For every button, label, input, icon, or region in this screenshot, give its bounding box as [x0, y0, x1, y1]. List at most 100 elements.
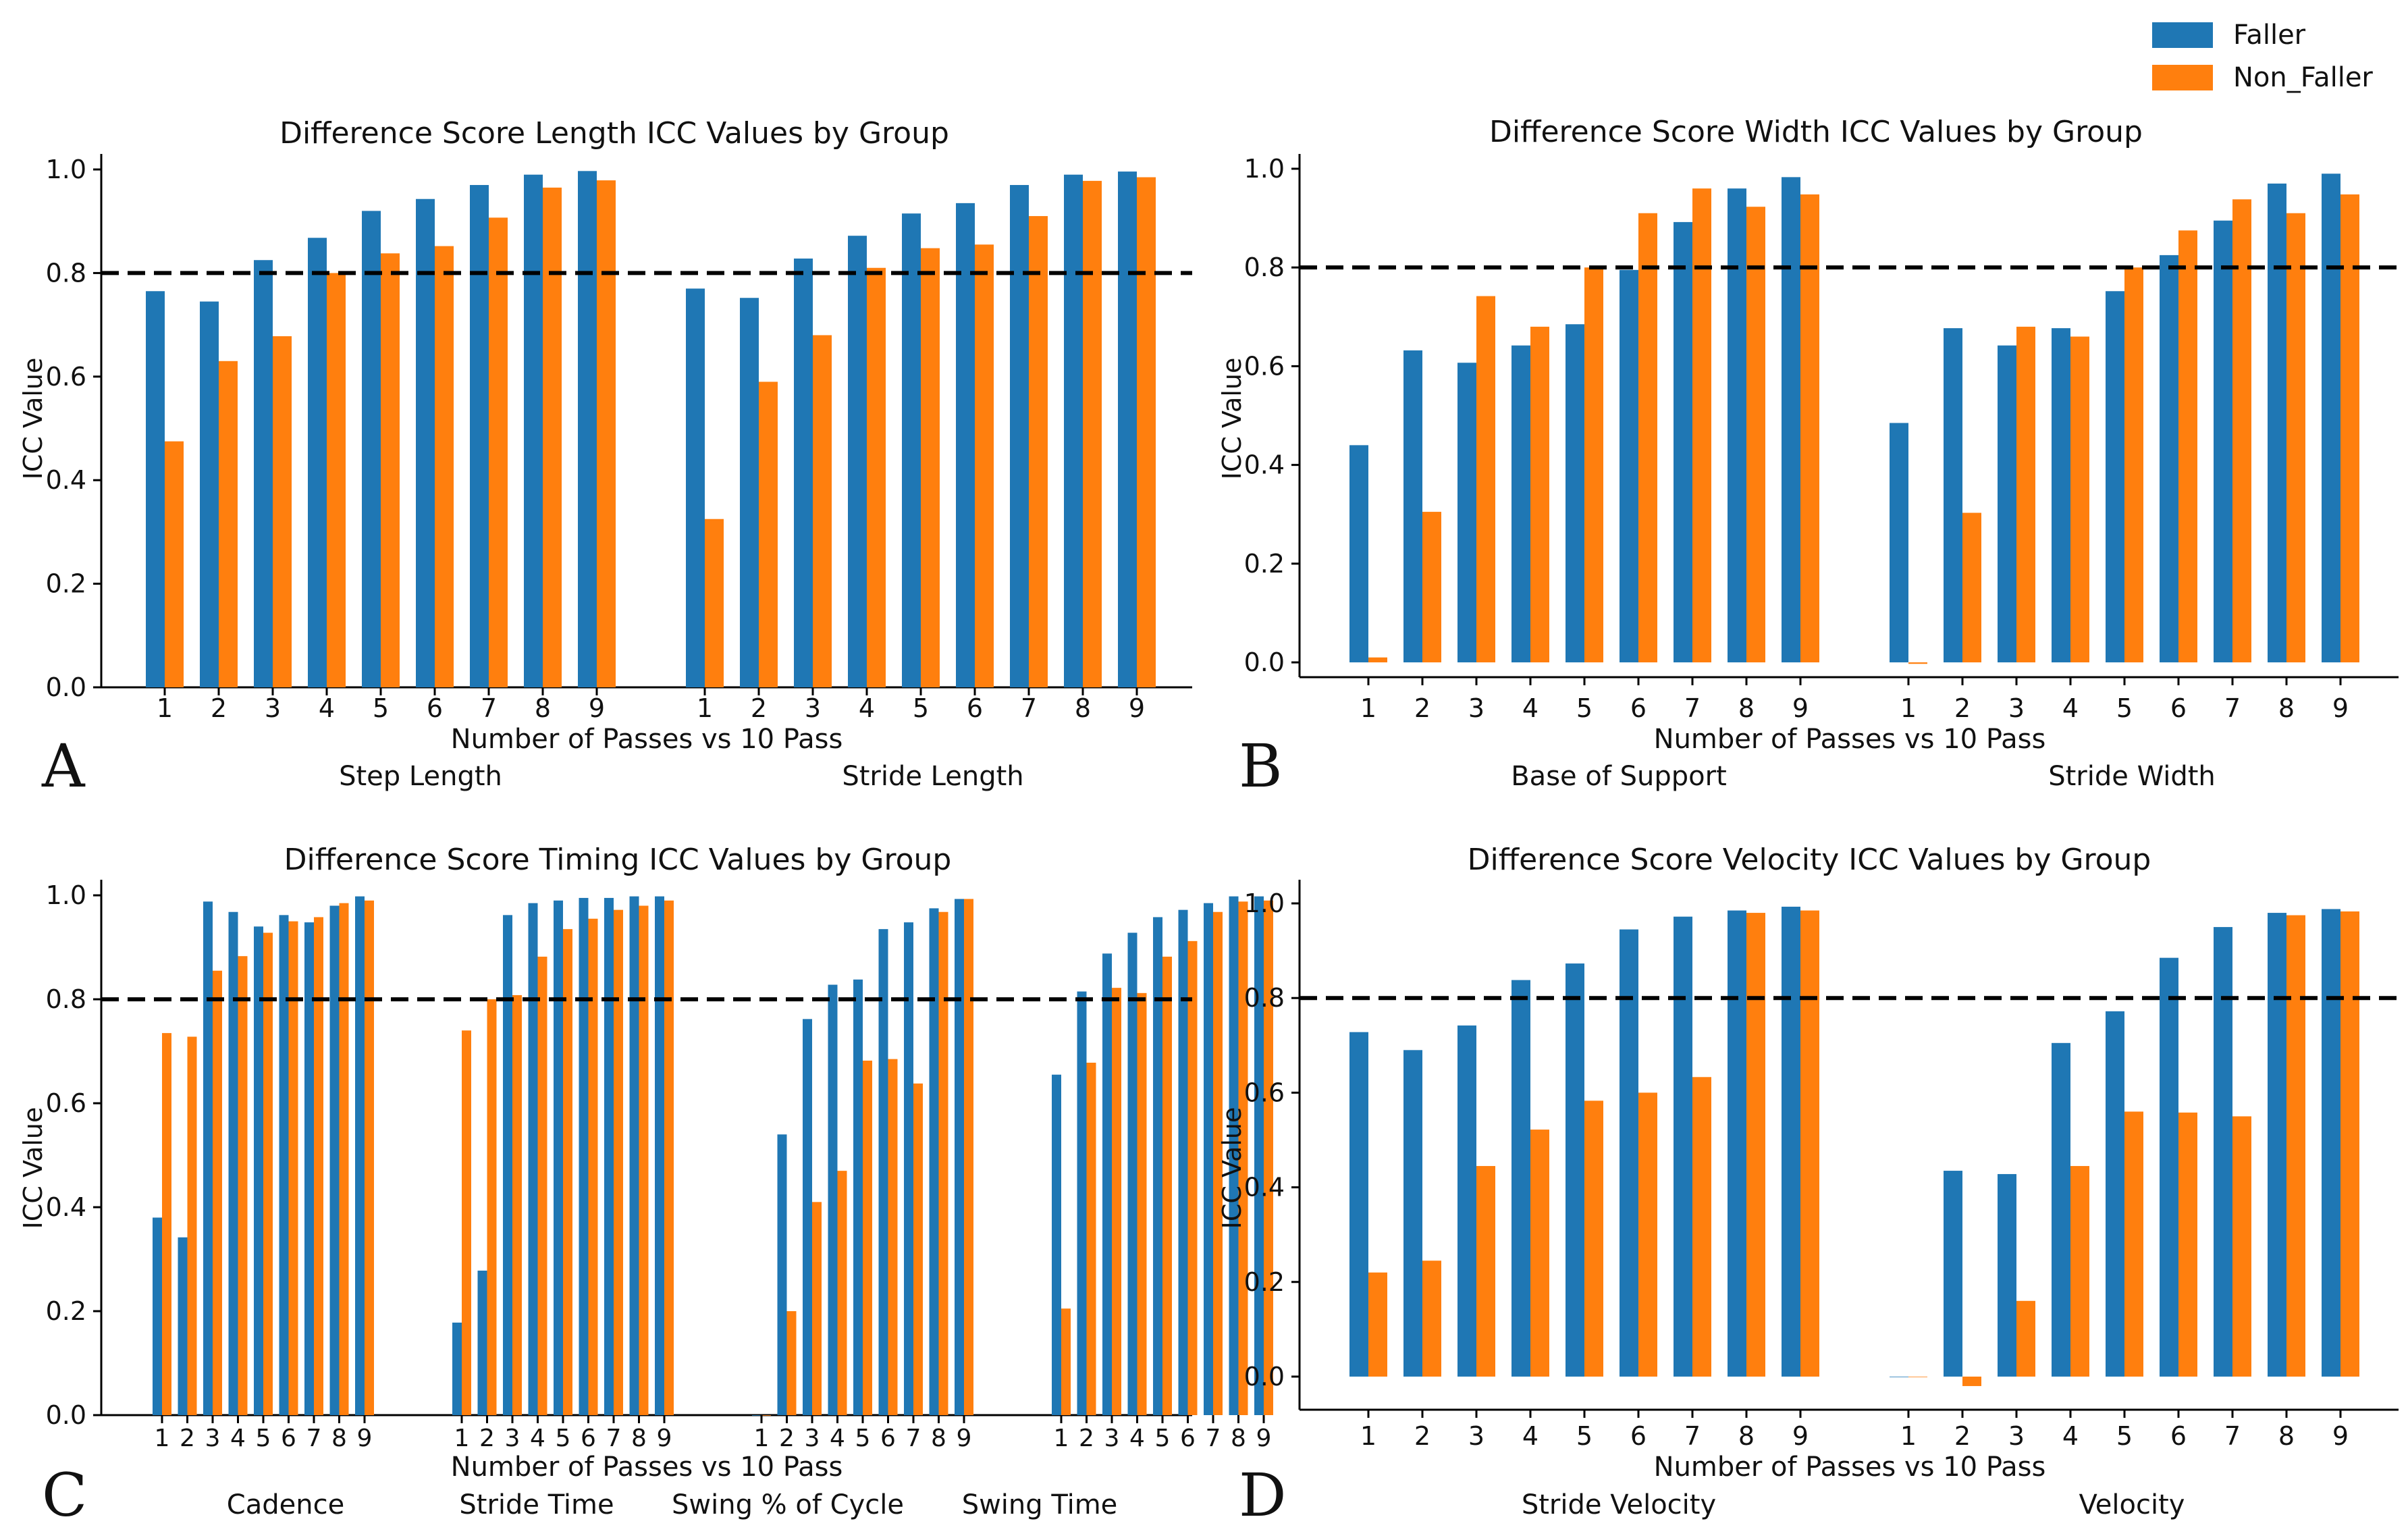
- panel-c-x-tick-label: 5: [556, 1425, 571, 1452]
- panel-a-bar-faller: [902, 213, 921, 688]
- panel-c-x-tick-label: 6: [281, 1425, 296, 1452]
- panel-a-bar-faller: [524, 174, 543, 687]
- panel-c-bar-faller: [604, 897, 614, 1415]
- panel-c-bar-non-faller: [537, 956, 547, 1415]
- panel-b-bar-non-faller: [1422, 512, 1441, 663]
- panel-c-xlabel: Number of Passes vs 10 Pass: [451, 1452, 843, 1483]
- panel-c-bar-non-faller: [339, 903, 349, 1415]
- panel-c-bar-non-faller: [761, 1415, 771, 1416]
- panel-d-bar-faller: [1944, 1171, 1962, 1377]
- panel-c-x-tick-label: 6: [1180, 1425, 1196, 1452]
- panel-c-x-tick-label: 4: [530, 1425, 545, 1452]
- panel-c-bar-non-faller: [162, 1033, 171, 1415]
- panel-c-bar-faller: [1204, 903, 1213, 1415]
- panel-d-x-tick-label: 3: [1468, 1421, 1484, 1451]
- panel-c-x-tick-label: 8: [931, 1425, 946, 1452]
- panel-d-bar-faller: [2160, 957, 2178, 1377]
- panel-b-bar-non-faller: [1746, 207, 1765, 663]
- panel-b-bar-faller: [2052, 328, 2070, 663]
- panel-a-bar-faller: [578, 171, 597, 688]
- panel-d-group-label: Velocity: [2079, 1489, 2185, 1520]
- panel-a-x-tick-label: 9: [589, 693, 605, 723]
- panel-d-bar-non-faller: [2016, 1300, 2035, 1377]
- panel-c-x-tick-label: 8: [1231, 1425, 1246, 1452]
- panel-c-x-tick-label: 4: [1129, 1425, 1145, 1452]
- panel-c-bar-non-faller: [639, 905, 649, 1415]
- panel-a-x-tick-label: 8: [1075, 693, 1091, 723]
- panel-b-bar-non-faller: [1638, 213, 1657, 663]
- panel-b-bar-faller: [1728, 188, 1746, 663]
- panel-b-x-tick-label: 2: [1414, 693, 1430, 723]
- panel-c-bar-faller: [355, 896, 365, 1415]
- panel-b-x-tick-label: 4: [1522, 693, 1539, 723]
- panel-a-bar-faller: [200, 301, 219, 687]
- panel-c-bar-non-faller: [938, 911, 948, 1415]
- panel-a-x-tick-label: 2: [211, 693, 227, 723]
- panel-a-bar-faller: [848, 236, 867, 688]
- panel-b-bar-faller: [1457, 363, 1476, 663]
- panel-c-y-tick-label: 0.6: [46, 1088, 86, 1118]
- panel-c-x-tick-label: 1: [754, 1425, 770, 1452]
- panel-a-x-tick-label: 6: [427, 693, 443, 723]
- panel-b-bar-non-faller: [2286, 213, 2305, 663]
- panel-c-bar-non-faller: [487, 999, 497, 1415]
- panel-c-x-tick-label: 2: [479, 1425, 495, 1452]
- panel-d-bar-faller: [1620, 929, 1638, 1377]
- panel-b: Difference Score Width ICC Values by Gro…: [1217, 115, 2399, 801]
- panel-d-bar-non-faller: [1476, 1166, 1495, 1377]
- panel-c-y-tick-label: 1.0: [46, 880, 86, 910]
- panel-a-bar-non-faller: [219, 361, 238, 687]
- panel-d-x-tick-label: 7: [2224, 1421, 2241, 1451]
- panel-b-x-tick-label: 7: [1684, 693, 1701, 723]
- panel-d-x-tick-label: 5: [2116, 1421, 2133, 1451]
- panel-b-group-label: Base of Support: [1511, 761, 1727, 792]
- panel-c-x-tick-label: 9: [957, 1425, 972, 1452]
- panel-a-bar-faller: [1010, 185, 1029, 687]
- panel-d-bar-non-faller: [1692, 1077, 1711, 1377]
- panel-d-bar-faller: [1566, 963, 1584, 1377]
- panel-d-y-tick-label: 1.0: [1244, 889, 1285, 918]
- panel-c-bar-faller: [1102, 953, 1112, 1415]
- panel-a-bar-non-faller: [1137, 177, 1156, 688]
- panel-d-bar-non-faller: [1962, 1376, 1981, 1386]
- panel-a-bar-non-faller: [327, 273, 346, 687]
- panel-b-xlabel: Number of Passes vs 10 Pass: [1654, 724, 2046, 755]
- panel-a-title: Difference Score Length ICC Values by Gr…: [279, 116, 949, 151]
- panel-a-bar-faller: [254, 260, 273, 687]
- panel-c-bar-non-faller: [365, 900, 374, 1415]
- panel-d-bar-faller: [1782, 906, 1800, 1377]
- panel-c-bar-faller: [1229, 896, 1239, 1415]
- panel-c-bar-faller: [878, 929, 888, 1415]
- panel-b-x-tick-label: 3: [1468, 693, 1484, 723]
- panel-b-bar-faller: [1998, 345, 2016, 663]
- panel-b-ylabel: ICC Value: [1217, 358, 1247, 480]
- panel-d-group-label: Stride Velocity: [1522, 1489, 1716, 1520]
- panel-c: Difference Score Timing ICC Values by Gr…: [18, 843, 1273, 1530]
- panel-c-bar-faller: [828, 984, 838, 1415]
- panel-c-bar-faller: [629, 896, 639, 1415]
- panel-b-x-tick-label: 3: [2008, 693, 2025, 723]
- panel-d-bar-non-faller: [2286, 915, 2305, 1377]
- panel-b-bar-faller: [1890, 423, 1908, 663]
- panel-d-x-tick-label: 2: [1414, 1421, 1430, 1451]
- panel-c-x-tick-label: 5: [855, 1425, 871, 1452]
- legend: Faller Non_Faller: [2152, 20, 2373, 93]
- panel-c-x-tick-label: 5: [256, 1425, 271, 1452]
- panel-c-bar-faller: [1254, 896, 1264, 1415]
- panel-c-x-tick-label: 4: [830, 1425, 845, 1452]
- panel-d-bar-faller: [2214, 927, 2232, 1377]
- panel-c-x-tick-label: 8: [331, 1425, 347, 1452]
- panel-d-y-tick-label: 0.6: [1244, 1078, 1285, 1107]
- panel-c-x-tick-label: 7: [606, 1425, 622, 1452]
- panel-c-group-label: Swing Time: [962, 1489, 1118, 1520]
- panel-d: Difference Score Velocity ICC Values by …: [1217, 843, 2399, 1530]
- panel-d-y-tick-label: 0.8: [1244, 983, 1285, 1013]
- panel-b-bar-faller: [2214, 220, 2232, 663]
- panel-a-bar-non-faller: [921, 248, 940, 687]
- panel-d-bar-non-faller: [2178, 1112, 2197, 1377]
- panel-c-bar-non-faller: [1187, 940, 1198, 1415]
- panel-c-bar-non-faller: [288, 921, 298, 1415]
- panel-c-bar-non-faller: [238, 956, 248, 1415]
- panel-d-x-tick-label: 4: [1522, 1421, 1539, 1451]
- panel-a-x-tick-label: 1: [697, 693, 713, 723]
